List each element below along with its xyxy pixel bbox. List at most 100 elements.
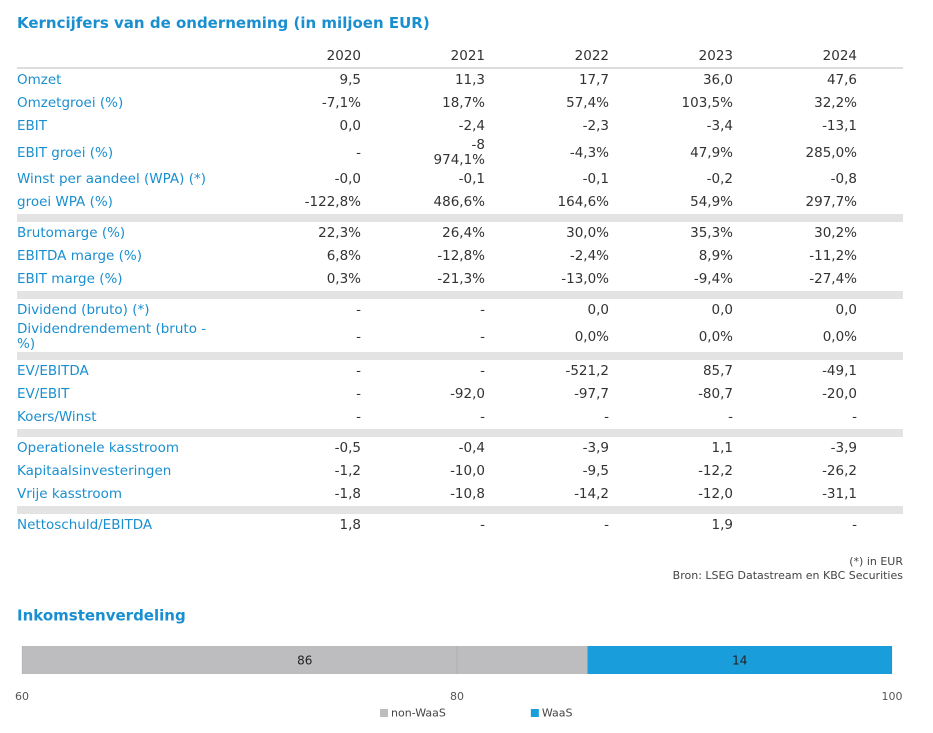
header-row: 2020 2021 2022 2023 2024 <box>17 45 903 69</box>
footnote: Bron: LSEG Datastream en KBC Securities <box>672 569 903 582</box>
value-cell: -3,9 <box>582 440 609 456</box>
value-cell: 0,0 <box>711 302 733 318</box>
value-cell: 0,3% <box>326 271 361 287</box>
value-cell: 0,0% <box>698 328 733 345</box>
value-cell: 103,5% <box>681 95 733 111</box>
value-cell: 0,0 <box>339 118 361 134</box>
row-label: EV/EBIT <box>17 386 70 402</box>
value-cell: 1,1 <box>711 440 733 456</box>
year-header: 2024 <box>733 45 857 69</box>
value-cell: -12,0 <box>698 486 733 502</box>
value-cell: - <box>356 328 361 345</box>
table-row: Winst per aandeel (WPA) (*) -0,0 -0,1 -0,1 -… <box>17 168 903 191</box>
value-cell: -4,3% <box>569 144 609 161</box>
group-separator <box>17 214 903 222</box>
value-cell: 297,7% <box>805 194 857 210</box>
value-cell: 9,5 <box>339 72 361 88</box>
pad-cell <box>857 68 903 92</box>
value-cell: 1,8 <box>339 517 361 533</box>
value-cell: - <box>356 409 361 425</box>
value-cell: 285,0% <box>805 144 857 161</box>
value-cell: 1,9 <box>711 517 733 533</box>
value-cell: 36,0 <box>702 72 733 88</box>
table-row: Operationele kasstroom -0,5 -0,4 -3,9 1,1 -3,… <box>17 437 903 460</box>
value-cell: -2,4% <box>569 248 609 264</box>
value-cell: - <box>604 409 609 425</box>
legend-swatch <box>530 709 539 717</box>
pad-cell <box>857 245 903 268</box>
group-separator <box>17 291 903 299</box>
table-row: Omzet 9,5 11,3 17,7 36,0 47,6 <box>17 68 903 92</box>
pad-cell <box>857 406 903 429</box>
row-label: EV/EBITDA <box>17 363 89 379</box>
value-cell: 0,0% <box>822 328 857 345</box>
bar-segment <box>587 646 892 674</box>
value-cell: 8,9% <box>698 248 733 264</box>
legend-swatch <box>380 709 388 717</box>
value-cell: -0,8 <box>830 171 857 187</box>
value-cell: 11,3 <box>454 72 485 88</box>
value-cell: -9,5 <box>582 463 609 479</box>
value-cell: -11,2% <box>809 248 857 264</box>
value-cell: 47,9% <box>690 144 733 161</box>
pad-cell <box>857 268 903 291</box>
row-label: Omzet <box>17 72 62 88</box>
row-label: Brutomarge (%) <box>17 225 126 241</box>
value-cell: 0,0% <box>574 328 609 345</box>
group-separator <box>17 506 903 514</box>
row-label: Vrije kasstroom <box>17 486 123 502</box>
pad-cell <box>857 437 903 460</box>
separator-cell <box>17 291 903 299</box>
value-cell: -13,1 <box>822 118 857 134</box>
table-row: EV/EBIT - -92,0 -97,7 -80,7 -20,0 <box>17 383 903 406</box>
page-title: Kerncijfers van de onderneming (in miljo… <box>17 14 430 32</box>
value-cell: -8 974,1% <box>433 137 485 168</box>
value-cell: 0,0 <box>835 302 857 318</box>
separator-cell <box>17 214 903 222</box>
value-cell: - <box>356 386 361 402</box>
value-cell: -26,2 <box>822 463 857 479</box>
value-cell: - <box>480 409 485 425</box>
row-label: Dividendrendement (bruto - %) <box>17 321 207 352</box>
pad-cell <box>857 360 903 383</box>
value-cell: 17,7 <box>578 72 609 88</box>
row-label: EBIT groei (%) <box>17 144 114 161</box>
value-cell: -31,1 <box>822 486 857 502</box>
pad-cell <box>857 483 903 506</box>
value-cell: 85,7 <box>702 363 733 379</box>
value-cell: -0,4 <box>458 440 485 456</box>
row-label: EBITDA marge (%) <box>17 248 142 264</box>
value-cell: -0,2 <box>706 171 733 187</box>
footnotes: (*) in EUR Bron: LSEG Datastream en KBC … <box>673 555 903 583</box>
value-cell: 26,4% <box>442 225 485 241</box>
value-cell: - <box>356 302 361 318</box>
value-cell: 486,6% <box>433 194 485 210</box>
value-cell: -0,5 <box>334 440 361 456</box>
value-cell: -97,7 <box>574 386 609 402</box>
year-header: 2023 <box>609 45 733 69</box>
value-cell: 22,3% <box>318 225 361 241</box>
value-cell: -1,2 <box>334 463 361 479</box>
x-tick-label: 80 <box>450 690 464 703</box>
value-cell: -27,4% <box>809 271 857 287</box>
value-cell: -14,2 <box>574 486 609 502</box>
value-cell: - <box>604 517 609 533</box>
value-cell: -20,0 <box>822 386 857 402</box>
value-cell: -7,1% <box>321 95 361 111</box>
data-label: 14 <box>732 654 747 668</box>
value-cell: -521,2 <box>565 363 609 379</box>
value-cell: 0,0 <box>587 302 609 318</box>
value-cell: -9,4% <box>693 271 733 287</box>
row-label: groei WPA (%) <box>17 194 113 210</box>
row-label: Operationele kasstroom <box>17 440 179 456</box>
separator-cell <box>17 352 903 360</box>
year-header: 2021 <box>361 45 485 69</box>
pad-cell <box>857 168 903 191</box>
table-row: Dividend (bruto) (*) - - 0,0 0,0 0,0 <box>17 299 903 322</box>
table-row: Nettoschuld/EBITDA 1,8 - - 1,9 - <box>17 514 903 537</box>
footnote: (*) in EUR <box>849 555 903 568</box>
data-label: 86 <box>297 654 312 668</box>
value-cell: 32,2% <box>814 95 857 111</box>
table-row: Dividendrendement (bruto - %) - - 0,0% 0,0% 0… <box>17 322 903 352</box>
value-cell: -3,9 <box>830 440 857 456</box>
